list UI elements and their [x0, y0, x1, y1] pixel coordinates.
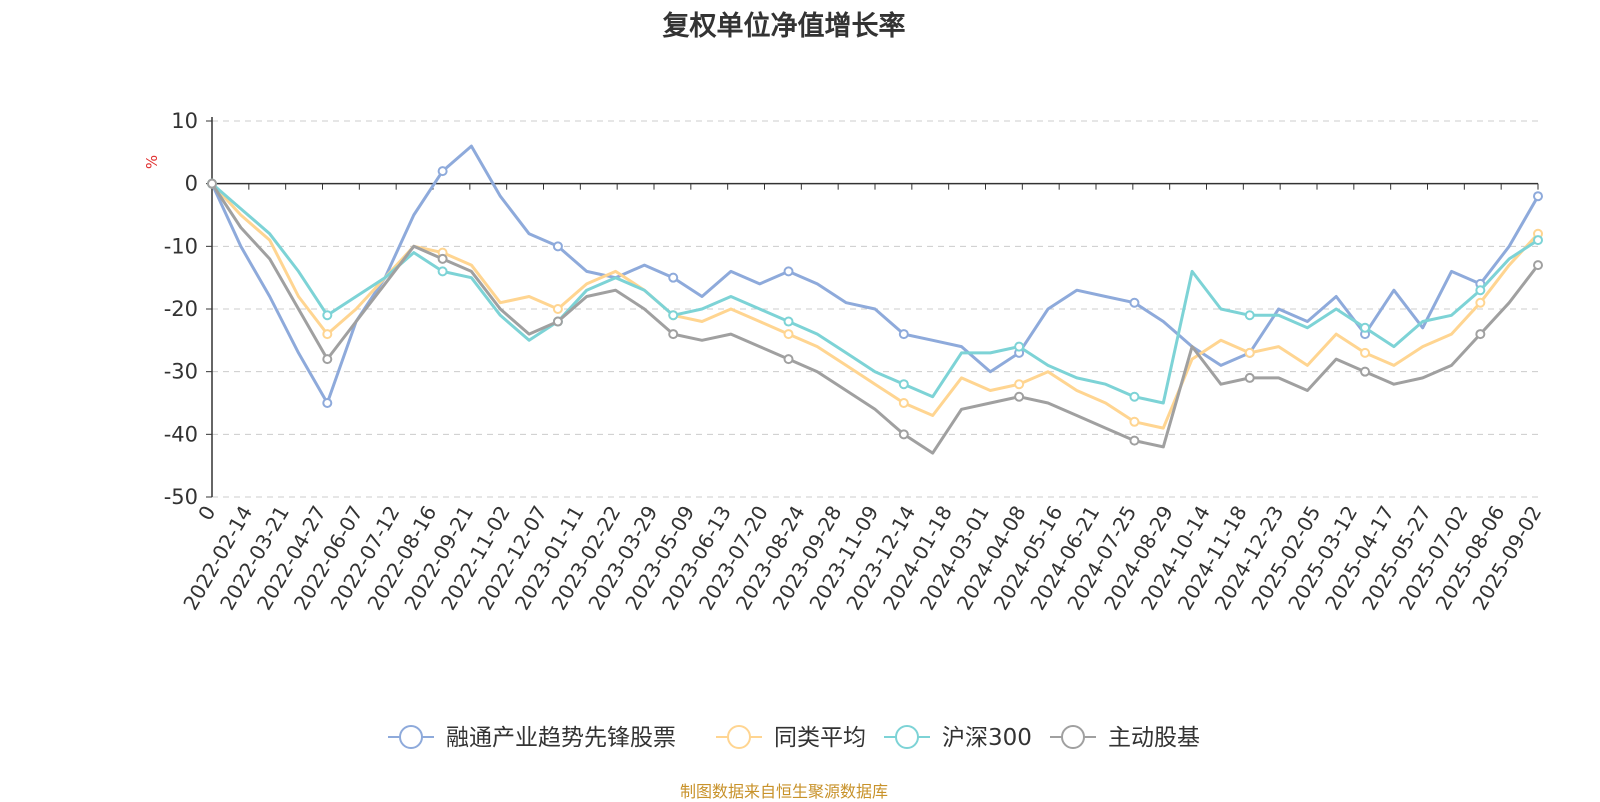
x-tick-label: 0	[193, 502, 220, 525]
series-point	[783, 354, 794, 365]
series-point	[1360, 322, 1371, 333]
series-point	[552, 316, 563, 327]
series-point	[322, 354, 333, 365]
series-point	[668, 310, 679, 321]
series-point	[783, 266, 794, 277]
legend-item: 主动股基	[1050, 725, 1200, 751]
series-point	[1129, 391, 1140, 402]
series-point	[437, 253, 448, 264]
series-1	[207, 178, 1543, 430]
y-tick-label: -10	[164, 234, 198, 258]
series-point	[898, 398, 909, 408]
series-3	[207, 178, 1543, 455]
legend-label: 主动股基	[1108, 725, 1200, 751]
series-point	[1475, 285, 1486, 296]
y-axis-unit-label: %	[143, 155, 161, 169]
series-point	[552, 304, 563, 314]
series-point	[322, 329, 333, 340]
series-point	[437, 166, 448, 177]
legend-label: 融通产业趋势先锋股票	[446, 725, 676, 751]
series-point	[207, 178, 217, 189]
source-note: 制图数据来自恒生聚源数据库	[679, 782, 888, 801]
series-point	[1129, 416, 1140, 427]
series-point	[668, 272, 679, 283]
legend-item: 融通产业趋势先锋股票	[388, 725, 676, 751]
series-point	[1244, 372, 1255, 383]
legend-label: 同类平均	[774, 725, 866, 751]
series-point	[552, 241, 563, 252]
series-point	[1129, 297, 1140, 308]
legend-item: 沪深300	[884, 725, 1032, 751]
y-tick-label: -30	[164, 360, 198, 384]
legend-circle-icon	[399, 725, 423, 749]
y-tick-label: -40	[164, 422, 198, 446]
series-point	[1360, 347, 1371, 358]
series-layer	[207, 144, 1543, 455]
series-point	[1014, 379, 1025, 390]
series-point	[1014, 391, 1025, 402]
series-line	[210, 144, 1540, 405]
series-point	[1014, 341, 1025, 352]
series-2	[207, 178, 1543, 405]
legend-circle-icon	[1061, 725, 1085, 749]
series-point	[1533, 191, 1543, 202]
series-line	[210, 182, 1540, 430]
series-point	[783, 329, 794, 340]
series-line	[210, 182, 1540, 455]
series-point	[668, 329, 679, 340]
chart-title: 复权单位净值增长率	[662, 11, 906, 42]
series-point	[1475, 297, 1486, 308]
y-tick-label: 10	[171, 109, 198, 133]
series-point	[1533, 260, 1543, 271]
series-point	[783, 316, 794, 327]
series-point	[1244, 347, 1255, 358]
y-tick-label: 0	[185, 172, 198, 196]
series-line	[211, 182, 1539, 405]
series-point	[1360, 366, 1371, 377]
series-point	[898, 329, 909, 340]
series-point	[898, 379, 909, 390]
y-tick-label: -50	[164, 485, 198, 509]
series-point	[322, 310, 333, 321]
legend-label: 沪深300	[942, 725, 1032, 751]
legend-circle-icon	[895, 725, 919, 749]
series-point	[1533, 235, 1543, 246]
series-point	[1129, 435, 1140, 446]
y-tick-label: -20	[164, 297, 198, 321]
legend-item: 同类平均	[716, 725, 866, 751]
legend-layer: 融通产业趋势先锋股票 同类平均 沪深300 主动股基	[388, 725, 1200, 751]
series-point	[322, 398, 333, 408]
series-point	[1244, 310, 1255, 321]
series-point	[437, 266, 448, 277]
series-point	[898, 429, 909, 440]
series-point	[1475, 329, 1486, 340]
legend-circle-icon	[727, 725, 751, 749]
